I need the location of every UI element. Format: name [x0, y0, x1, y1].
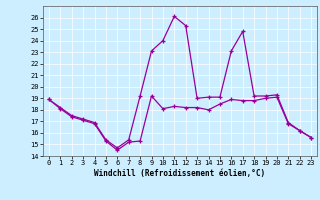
- X-axis label: Windchill (Refroidissement éolien,°C): Windchill (Refroidissement éolien,°C): [94, 169, 266, 178]
